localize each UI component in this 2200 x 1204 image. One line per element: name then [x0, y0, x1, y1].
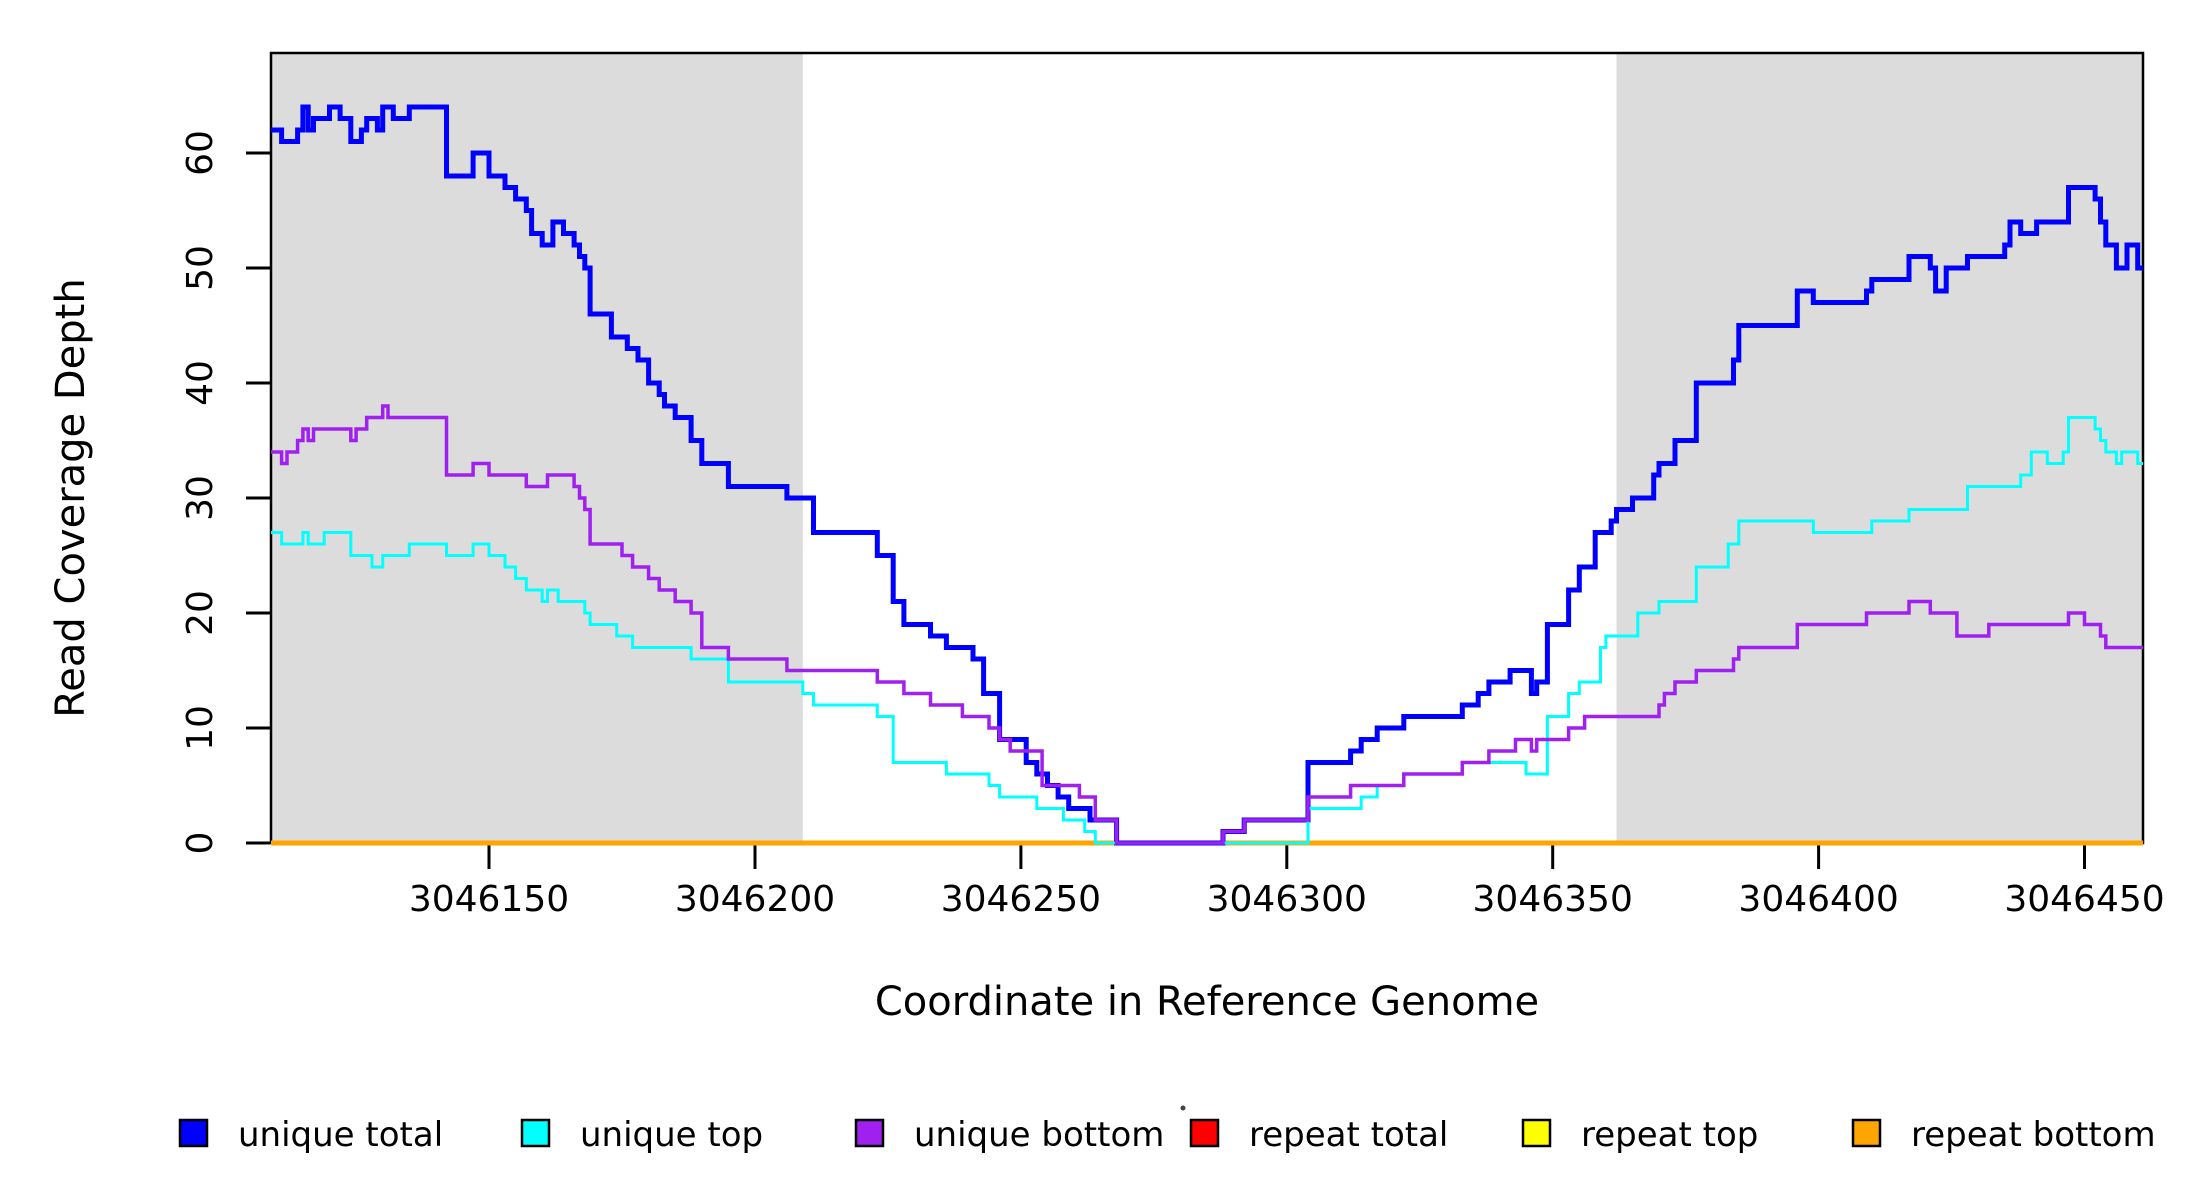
y-tick-label: 20	[180, 590, 221, 636]
y-tick-label: 60	[180, 130, 221, 176]
legend-swatch-repeat-bottom	[1851, 1118, 1882, 1148]
repeat-region-band	[271, 53, 803, 843]
legend-label: repeat total	[1249, 1115, 1448, 1155]
shaded-regions	[271, 53, 2143, 843]
legend: unique total unique top unique bottom repea…	[178, 1115, 2156, 1155]
legend-swatch-unique-total	[178, 1118, 209, 1148]
series-lines	[271, 104, 2143, 846]
x-tick-label: 3046350	[1473, 879, 1633, 920]
series-unique-bottom	[271, 404, 2143, 845]
legend-label: unique top	[580, 1115, 763, 1155]
x-tick-label: 3046250	[941, 879, 1101, 920]
series-unique-top	[271, 416, 2143, 845]
x-tick-label: 3046400	[1738, 879, 1898, 920]
stray-dot	[1180, 1105, 1186, 1111]
legend-item-repeat-total: repeat total	[1189, 1115, 1448, 1155]
y-tick-label: 0	[180, 832, 221, 855]
repeat-region-band	[1616, 53, 2143, 843]
series-unique-total	[271, 104, 2143, 846]
y-tick-label: 50	[180, 245, 221, 291]
x-tick-label: 3046200	[675, 879, 835, 920]
legend-label: unique bottom	[914, 1115, 1164, 1155]
legend-item-unique-top: unique top	[520, 1115, 763, 1155]
x-axis-title: Coordinate in Reference Genome	[875, 979, 1539, 1025]
legend-swatch-unique-bottom	[854, 1118, 885, 1148]
y-tick-label: 10	[180, 705, 221, 751]
y-tick-label: 40	[180, 360, 221, 406]
legend-label: unique total	[238, 1115, 443, 1155]
legend-item-unique-total: unique total	[178, 1115, 443, 1155]
y-axis-title: Read Coverage Depth	[48, 278, 94, 717]
legend-swatch-repeat-total	[1189, 1118, 1220, 1148]
legend-item-repeat-bottom: repeat bottom	[1851, 1115, 2156, 1155]
legend-label: repeat bottom	[1911, 1115, 2156, 1155]
x-tick-label: 3046450	[2004, 879, 2164, 920]
axis-ticks: 3046150 3046200 3046250 3046300 3046350 30464…	[180, 130, 2165, 920]
legend-swatch-repeat-top	[1521, 1118, 1552, 1148]
legend-swatch-unique-top	[520, 1118, 551, 1148]
legend-item-repeat-top: repeat top	[1521, 1115, 1758, 1155]
x-tick-label: 3046150	[409, 879, 569, 920]
y-tick-label: 30	[180, 475, 221, 521]
legend-label: repeat top	[1581, 1115, 1758, 1155]
legend-item-unique-bottom: unique bottom	[854, 1115, 1164, 1155]
x-tick-label: 3046300	[1207, 879, 1367, 920]
